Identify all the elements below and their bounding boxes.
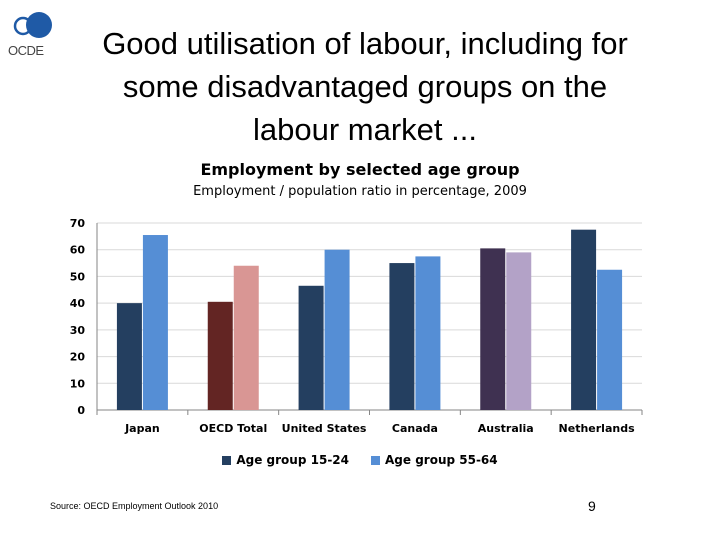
bar-55-64 xyxy=(506,252,532,410)
legend-swatch-55-64 xyxy=(371,455,380,465)
bar-15-24 xyxy=(207,301,233,410)
oecd-logo: OCDE xyxy=(8,12,52,58)
legend-item-55-64: Age group 55-64 xyxy=(371,453,498,467)
y-tick-label: 50 xyxy=(70,270,86,283)
legend-label-15-24: Age group 15-24 xyxy=(236,453,349,467)
y-tick-label: 60 xyxy=(70,244,86,257)
bar-15-24 xyxy=(571,229,597,410)
chart-title: Employment by selected age group xyxy=(200,160,520,179)
y-tick-label: 70 xyxy=(70,217,86,230)
y-tick-label: 20 xyxy=(70,351,86,364)
legend-item-15-24: Age group 15-24 xyxy=(222,453,349,467)
bar-15-24 xyxy=(480,248,506,410)
logo-circle-large xyxy=(26,12,52,38)
x-category-label: Australia xyxy=(478,422,534,435)
x-category-label: OECD Total xyxy=(199,422,267,435)
logo-text: OCDE xyxy=(8,43,44,58)
y-tick-label: 0 xyxy=(77,404,85,417)
bar-55-64 xyxy=(597,269,623,410)
source-note: Source: OECD Employment Outlook 2010 xyxy=(50,501,219,511)
bar-15-24 xyxy=(298,285,324,410)
bar-55-64 xyxy=(233,265,259,410)
bar-55-64 xyxy=(142,235,168,410)
bar-15-24 xyxy=(116,303,142,410)
page-number: 9 xyxy=(588,498,596,514)
x-category-label: Canada xyxy=(392,422,438,435)
bar-15-24 xyxy=(389,263,415,410)
slide-title-line3: labour market ... xyxy=(253,112,477,147)
chart-legend: Age group 15-24 Age group 55-64 xyxy=(0,453,720,467)
x-category-label: United States xyxy=(282,422,367,435)
bar-55-64 xyxy=(415,256,441,410)
chart-subtitle: Employment / population ratio in percent… xyxy=(193,184,527,199)
slide-title-line2: some disadvantaged groups on the xyxy=(122,69,608,104)
y-tick-label: 40 xyxy=(70,297,86,310)
slide-title-line1: Good utilisation of labour, including fo… xyxy=(102,26,628,61)
x-category-label: Netherlands xyxy=(559,422,636,435)
y-tick-label: 30 xyxy=(70,324,86,337)
legend-swatch-15-24 xyxy=(222,455,232,465)
y-tick-label: 10 xyxy=(70,377,86,390)
bar-55-64 xyxy=(324,249,350,410)
x-category-label: Japan xyxy=(124,422,160,435)
slide-title: Good utilisation of labour, including fo… xyxy=(50,22,680,151)
legend-label-55-64: Age group 55-64 xyxy=(385,453,498,467)
